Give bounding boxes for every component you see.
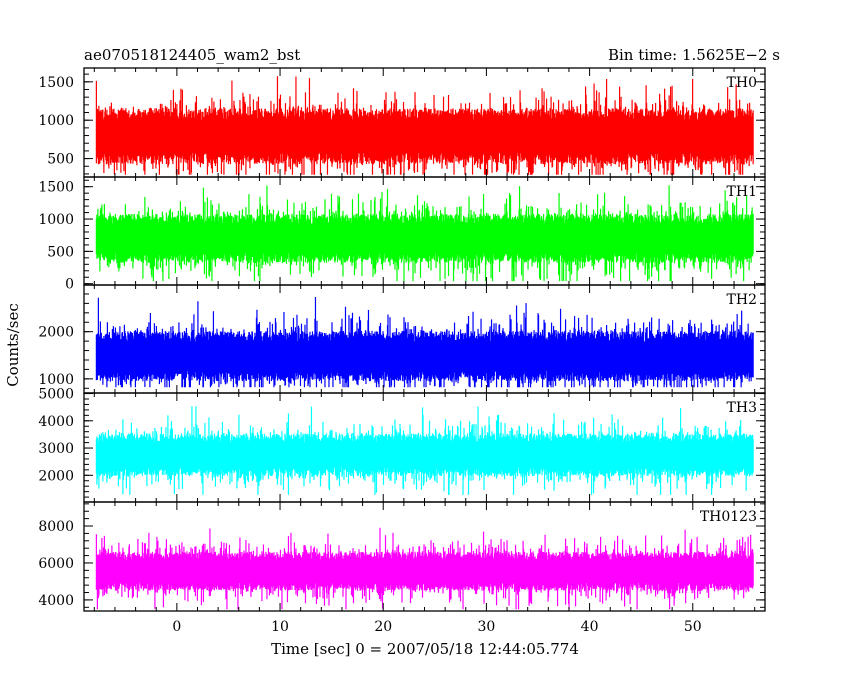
y-tick-label: 6000 (38, 556, 74, 572)
series-line-th3 (95, 406, 754, 495)
panel-th2: 1000 2000 TH2 (38, 284, 766, 394)
y-tick-label: 8000 (38, 519, 74, 535)
x-tick-label: 0 (172, 619, 181, 635)
y-tick-label: 4000 (38, 414, 74, 430)
x-axis-label: Time [sec] 0 = 2007/05/18 12:44:05.774 (271, 640, 579, 658)
y-tick-label: 2000 (38, 468, 74, 484)
x-tick-label: 20 (374, 619, 392, 635)
panel-label-th2: TH2 (727, 292, 757, 308)
y-tick-label: 1000 (38, 113, 74, 129)
y-tick-label: 1500 (38, 180, 74, 196)
chart-title: ae070518124405_wam2_bst (84, 46, 300, 64)
y-tick-label: 3000 (38, 441, 74, 457)
series-line-th0 (95, 76, 754, 175)
panel-label-th3: TH3 (727, 400, 757, 416)
panel-th3: 2000 3000 4000 5000 TH3 (38, 387, 766, 503)
y-tick-label: 1000 (38, 372, 74, 388)
panel-label-th1: TH1 (727, 184, 757, 200)
y-tick-label: 500 (47, 152, 74, 168)
panel-label-th0: TH0 (727, 75, 757, 91)
x-tick-label: 40 (581, 619, 599, 635)
y-axis-label: Counts/sec (4, 303, 22, 387)
y-tick-label: 5000 (38, 387, 74, 403)
panel-th0: 500 1000 1500 TH0 (38, 67, 766, 178)
series-line-th2 (95, 297, 754, 388)
panel-th0123: 4000 6000 8000 TH0123 (38, 501, 766, 612)
x-tick-label: 50 (684, 619, 702, 635)
series-line-th1 (95, 185, 754, 282)
y-tick-label: 500 (47, 244, 74, 260)
bin-time-label: Bin time: 1.5625E−2 s (608, 46, 780, 64)
series-line-th0123 (95, 527, 754, 610)
y-tick-label: 1500 (38, 75, 74, 91)
y-tick-label: 4000 (38, 593, 74, 609)
x-tick-label: 30 (477, 619, 495, 635)
x-axis: 0 10 20 30 40 50 (172, 619, 701, 635)
y-tick-label: 2000 (38, 325, 74, 341)
y-tick-label: 0 (65, 277, 74, 293)
panel-label-th0123: TH0123 (700, 509, 757, 525)
panel-th1: 0 500 1000 1500 TH1 (38, 176, 766, 293)
panels-group: 500 1000 1500 TH0 0 500 1000 1500 TH1 1000 2000 TH2… (38, 67, 766, 612)
x-tick-label: 10 (271, 619, 289, 635)
y-tick-label: 1000 (38, 212, 74, 228)
